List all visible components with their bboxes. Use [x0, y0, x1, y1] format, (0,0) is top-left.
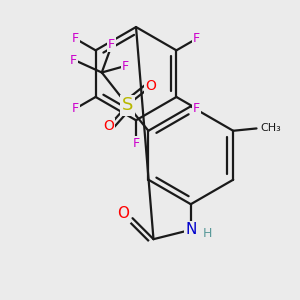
Text: F: F: [107, 38, 115, 51]
Text: F: F: [193, 102, 200, 115]
Text: F: F: [122, 60, 129, 73]
Text: O: O: [103, 119, 114, 133]
Text: F: F: [70, 54, 77, 67]
Text: CH₃: CH₃: [260, 123, 281, 134]
Text: O: O: [145, 80, 156, 94]
Text: F: F: [133, 137, 140, 150]
Text: N: N: [185, 222, 196, 237]
Text: F: F: [72, 32, 79, 45]
Text: F: F: [193, 32, 200, 45]
Text: F: F: [72, 102, 79, 115]
Text: S: S: [122, 96, 133, 114]
Text: O: O: [117, 206, 129, 221]
Text: H: H: [202, 227, 212, 240]
